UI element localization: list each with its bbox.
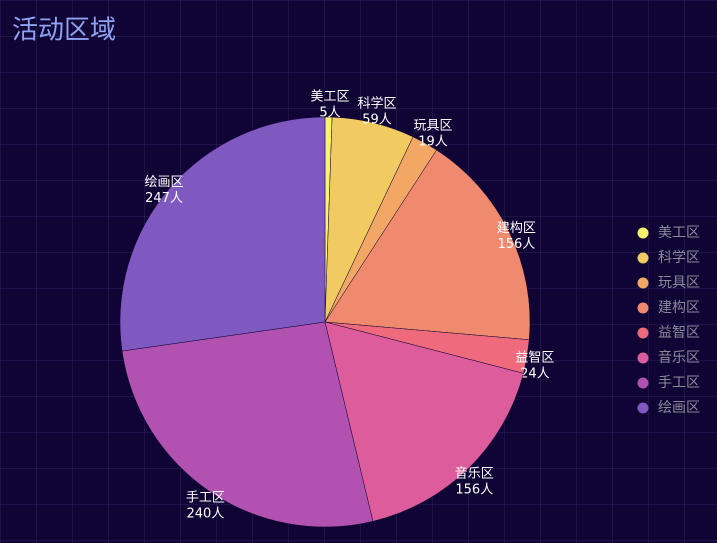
legend-marker — [637, 352, 649, 364]
data-label: 美工区 — [310, 90, 349, 105]
chart-title: 活动区域 — [12, 16, 116, 46]
legend-label: 绘画区 — [658, 400, 700, 416]
legend-label: 音乐区 — [658, 349, 700, 366]
legend-label: 建构区 — [658, 300, 700, 316]
pie-slice — [121, 321, 374, 528]
legend-marker — [637, 227, 649, 239]
data-label: 59人 — [362, 113, 392, 128]
data-label: 5人 — [319, 106, 340, 121]
data-label: 建构区 — [497, 221, 536, 236]
pie-slice — [324, 149, 531, 341]
data-label: 240人 — [186, 507, 224, 522]
data-label: 玩具区 — [413, 119, 452, 134]
legend-marker — [637, 327, 649, 339]
data-label: 益智区 — [515, 351, 554, 366]
legend-marker — [637, 377, 649, 389]
data-label: 24人 — [520, 367, 550, 382]
legend-marker — [637, 252, 649, 264]
legend-label: 科学区 — [658, 250, 700, 266]
pie-slice — [324, 321, 524, 522]
data-label: 19人 — [418, 135, 448, 150]
legend-label: 玩具区 — [658, 275, 700, 291]
data-label: 绘画区 — [145, 175, 184, 190]
data-label: 247人 — [145, 191, 183, 206]
legend-marker — [637, 277, 649, 289]
pie-slice — [119, 116, 326, 352]
legend-label: 手工区 — [658, 375, 700, 391]
data-label: 手工区 — [186, 491, 225, 506]
data-label: 科学区 — [357, 96, 396, 112]
data-label: 音乐区 — [455, 465, 494, 481]
legend-label: 美工区 — [658, 225, 700, 241]
legend-marker — [637, 402, 649, 414]
data-label: 156人 — [455, 482, 493, 497]
legend-marker — [637, 302, 649, 314]
data-label: 156人 — [497, 237, 535, 252]
legend-label: 益智区 — [658, 325, 700, 341]
